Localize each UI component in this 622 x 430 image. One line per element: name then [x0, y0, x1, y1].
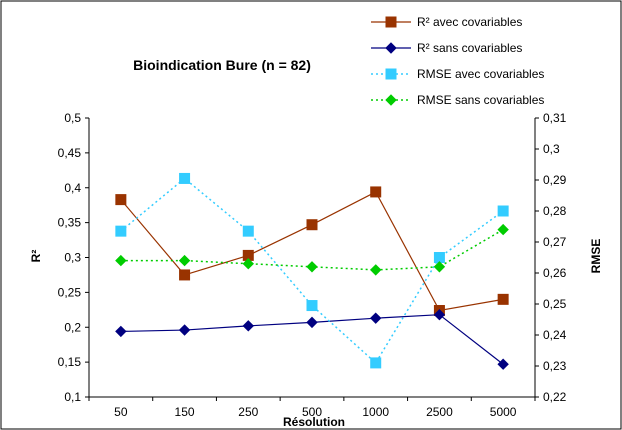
data-point [370, 186, 382, 198]
chart-title: Bioindication Bure (n = 82) [133, 57, 311, 73]
legend-item: R² avec covariables [371, 15, 522, 29]
x-tick-label: 5000 [490, 405, 517, 419]
data-point [306, 261, 318, 273]
data-point [433, 252, 445, 263]
x-tick-label: 50 [114, 405, 128, 419]
legend-marker [385, 68, 397, 80]
y-left-tick-label: 0,1 [64, 390, 81, 404]
legend-item: RMSE avec covariables [371, 67, 544, 81]
y-right-axis-title: RMSE [589, 239, 603, 274]
y-right-tick-label: 0,28 [543, 204, 567, 218]
y-left-tick-label: 0,15 [58, 355, 82, 369]
y-left-tick-label: 0,2 [64, 320, 81, 334]
y-left-axis-title: R² [29, 250, 43, 263]
y-left-tick-label: 0,25 [58, 285, 82, 299]
data-point [179, 269, 191, 281]
y-right-tick-label: 0,26 [543, 266, 567, 280]
legend-marker [385, 42, 397, 54]
y-right-tick-label: 0,31 [543, 111, 567, 125]
x-tick-label: 2500 [426, 405, 453, 419]
data-point [115, 254, 127, 267]
data-point [115, 325, 127, 338]
legend: R² avec covariables R² sans covariables RM… [371, 15, 544, 107]
y-right-tick-label: 0,23 [543, 359, 567, 373]
data-point [370, 264, 382, 276]
x-tick-label: 150 [175, 405, 195, 419]
legend-label: R² sans covariables [417, 41, 522, 55]
data-point [433, 261, 446, 273]
plot-layer: 0,1 0,15 0,2 0,25 0,3 0,35 0,4 0,45 0,5 0,22 0,23 0… [58, 111, 567, 419]
data-point [242, 225, 254, 237]
y-left-tick-label: 0,5 [64, 111, 81, 125]
legend-item: R² sans covariables [371, 41, 522, 55]
data-point [306, 219, 318, 231]
legend-label: RMSE sans covariables [417, 93, 544, 107]
legend-label: R² avec covariables [417, 15, 522, 29]
y-right-tick-label: 0,24 [543, 328, 567, 342]
data-point [242, 320, 254, 332]
data-point [178, 324, 191, 336]
data-point [370, 357, 382, 369]
y-right-tick-label: 0,22 [543, 390, 567, 404]
data-point [306, 316, 318, 329]
legend-marker [385, 94, 397, 106]
y-right-tick-label: 0,29 [543, 173, 567, 187]
series-1 [115, 308, 509, 370]
y-right-tick-label: 0,3 [543, 142, 560, 156]
data-point [115, 225, 127, 237]
y-left-tick-label: 0,35 [58, 216, 82, 230]
data-point [497, 205, 509, 217]
data-point [242, 257, 254, 270]
series-3 [115, 223, 509, 276]
data-point [178, 254, 191, 267]
data-point [179, 172, 191, 184]
data-point [370, 312, 382, 324]
series-2 [115, 172, 509, 369]
y-right-tick-label: 0,27 [543, 235, 567, 249]
x-tick-label: 500 [302, 405, 322, 419]
legend-label: RMSE avec covariables [417, 67, 544, 81]
y-left-tick-label: 0,3 [64, 251, 81, 265]
y-left-tick-label: 0,45 [58, 146, 82, 160]
legend-item: RMSE sans covariables [371, 93, 544, 107]
data-point [497, 358, 509, 370]
data-point [115, 194, 127, 206]
x-axis-title: Résolution [283, 415, 345, 429]
data-point [497, 293, 509, 305]
data-point [497, 223, 509, 236]
data-point [306, 300, 318, 312]
x-tick-label: 250 [238, 405, 258, 419]
x-tick-label: 1000 [362, 405, 389, 419]
y-left-tick-label: 0,4 [64, 181, 81, 195]
legend-marker [385, 16, 397, 28]
y-right-tick-label: 0,25 [543, 297, 567, 311]
data-point [433, 308, 446, 321]
